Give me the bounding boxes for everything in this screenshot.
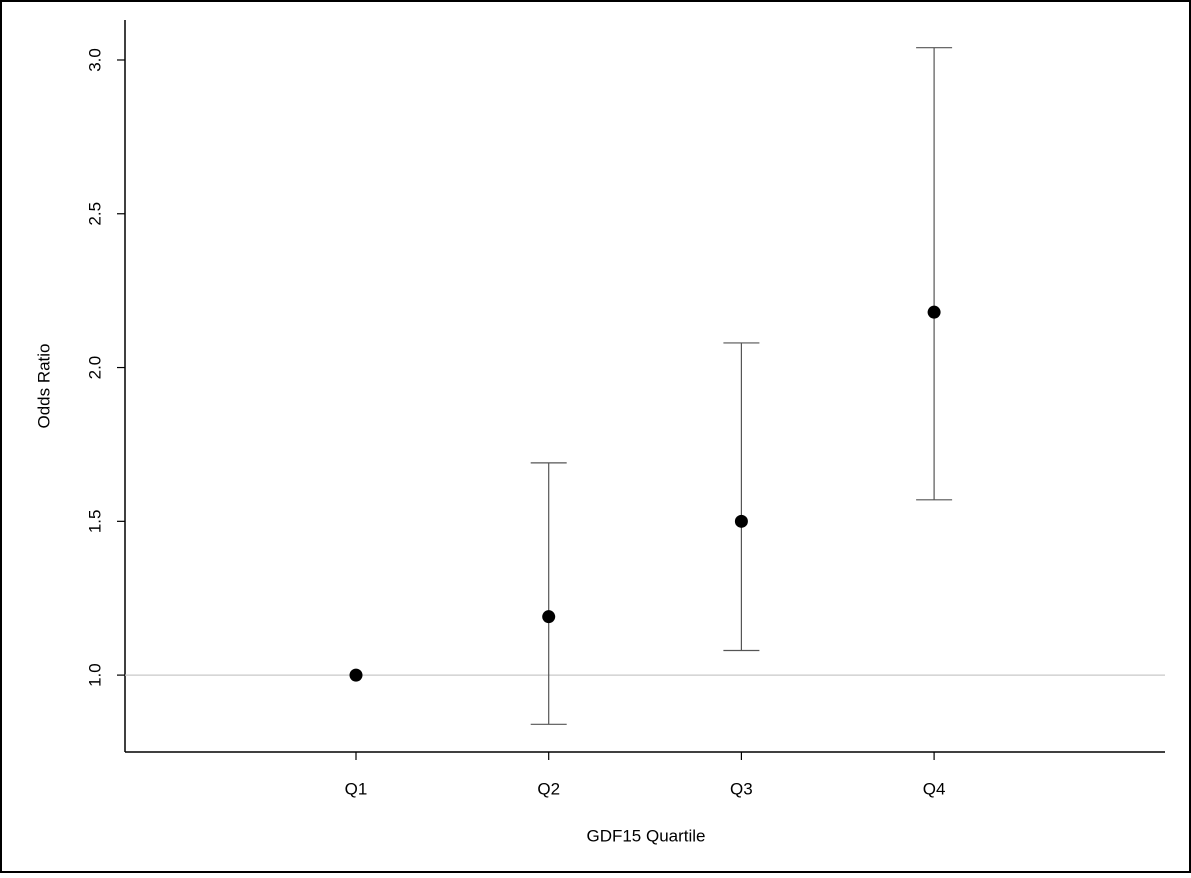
y-tick-label: 2.0: [85, 356, 104, 380]
point: [349, 668, 363, 682]
y-tick-label: 1.0: [85, 663, 104, 687]
point: [927, 305, 941, 319]
point: [542, 610, 556, 624]
point: [734, 514, 748, 528]
y-tick-label: 1.5: [85, 510, 104, 534]
y-tick-label: 3.0: [85, 48, 104, 72]
x-tick-label: Q3: [730, 779, 753, 798]
y-axis-label: Odds Ratio: [34, 343, 53, 428]
x-tick-label: Q1: [345, 779, 368, 798]
x-axis-label: GDF15 Quartile: [586, 826, 705, 845]
x-tick-label: Q4: [923, 779, 946, 798]
y-tick-label: 2.5: [85, 202, 104, 226]
x-tick-label: Q2: [537, 779, 560, 798]
